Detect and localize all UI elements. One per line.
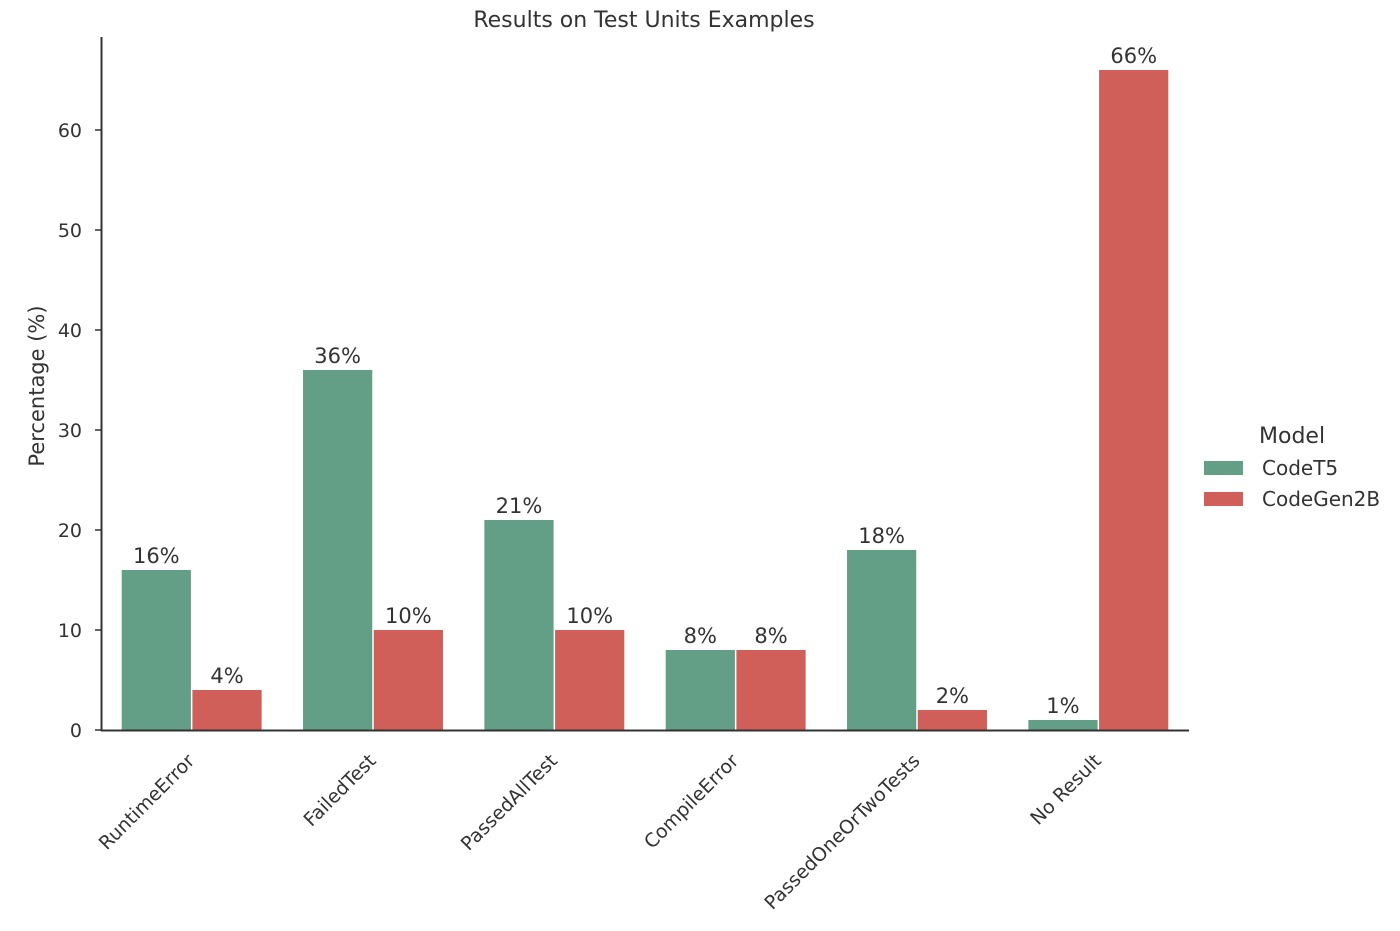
bar-value-labels: 16% 4% 36% 10% 21% 10% 8% 8% 18% 2% 1% 66% [133,44,1157,718]
bar-codet5-compileerror [665,650,735,730]
bar-codegen2b-no-result [1099,70,1169,730]
y-axis-label: Percentage (%) [25,305,49,466]
bar-value-label: 2% [936,684,969,708]
x-category-label: PassedOneOrTwoTests [760,750,924,914]
bar-value-label: 1% [1046,694,1079,718]
legend-label-codet5: CodeT5 [1262,456,1338,480]
legend-title: Model [1259,424,1325,449]
x-category-label: CompileError [640,750,743,853]
bar-value-label: 8% [754,624,787,648]
x-category-label: FailedTest [300,750,381,831]
bar-value-label: 10% [385,604,432,628]
legend-swatch-codet5 [1204,461,1243,475]
y-ticks: 0 10 20 30 40 50 60 [58,120,101,742]
y-tick-label: 60 [58,120,82,142]
bar-codegen2b-failedtest [373,630,443,730]
bar-codet5-failedtest [303,370,373,730]
y-tick-label: 50 [58,220,82,242]
bar-value-label: 4% [210,664,243,688]
y-tick-label: 0 [70,720,82,742]
y-tick-label: 40 [58,320,82,342]
x-category-label: RuntimeError [95,750,200,855]
bar-codegen2b-compileerror [736,650,806,730]
bar-codet5-passedoneortwotests [847,550,917,730]
bar-value-label: 16% [133,544,180,568]
x-category-labels: RuntimeError FailedTest PassedAllTest Compi… [95,750,1106,914]
bar-value-label: 36% [314,344,361,368]
bar-codet5-passedalltest [484,520,554,730]
bar-value-label: 8% [684,624,717,648]
bar-value-label: 10% [566,604,613,628]
legend: Model CodeT5 CodeGen2B [1204,424,1380,511]
x-category-label: PassedAllTest [457,750,562,855]
bar-codegen2b-passedoneortwotests [917,710,987,730]
x-category-label: No Result [1026,750,1106,830]
bar-value-label: 21% [496,494,543,518]
bar-codet5-runtimeerror [121,570,191,730]
chart-title: Results on Test Units Examples [473,8,814,33]
bar-value-label: 18% [858,524,905,548]
y-tick-label: 30 [58,420,82,442]
bar-codegen2b-runtimeerror [192,690,262,730]
y-tick-label: 20 [58,520,82,542]
legend-swatch-codegen2b [1204,492,1243,506]
bar-codet5-no-result [1028,720,1098,730]
y-tick-label: 10 [58,620,82,642]
legend-label-codegen2b: CodeGen2B [1262,487,1380,511]
bars [121,70,1169,730]
bar-value-label: 66% [1110,44,1157,68]
bar-codegen2b-passedalltest [555,630,625,730]
